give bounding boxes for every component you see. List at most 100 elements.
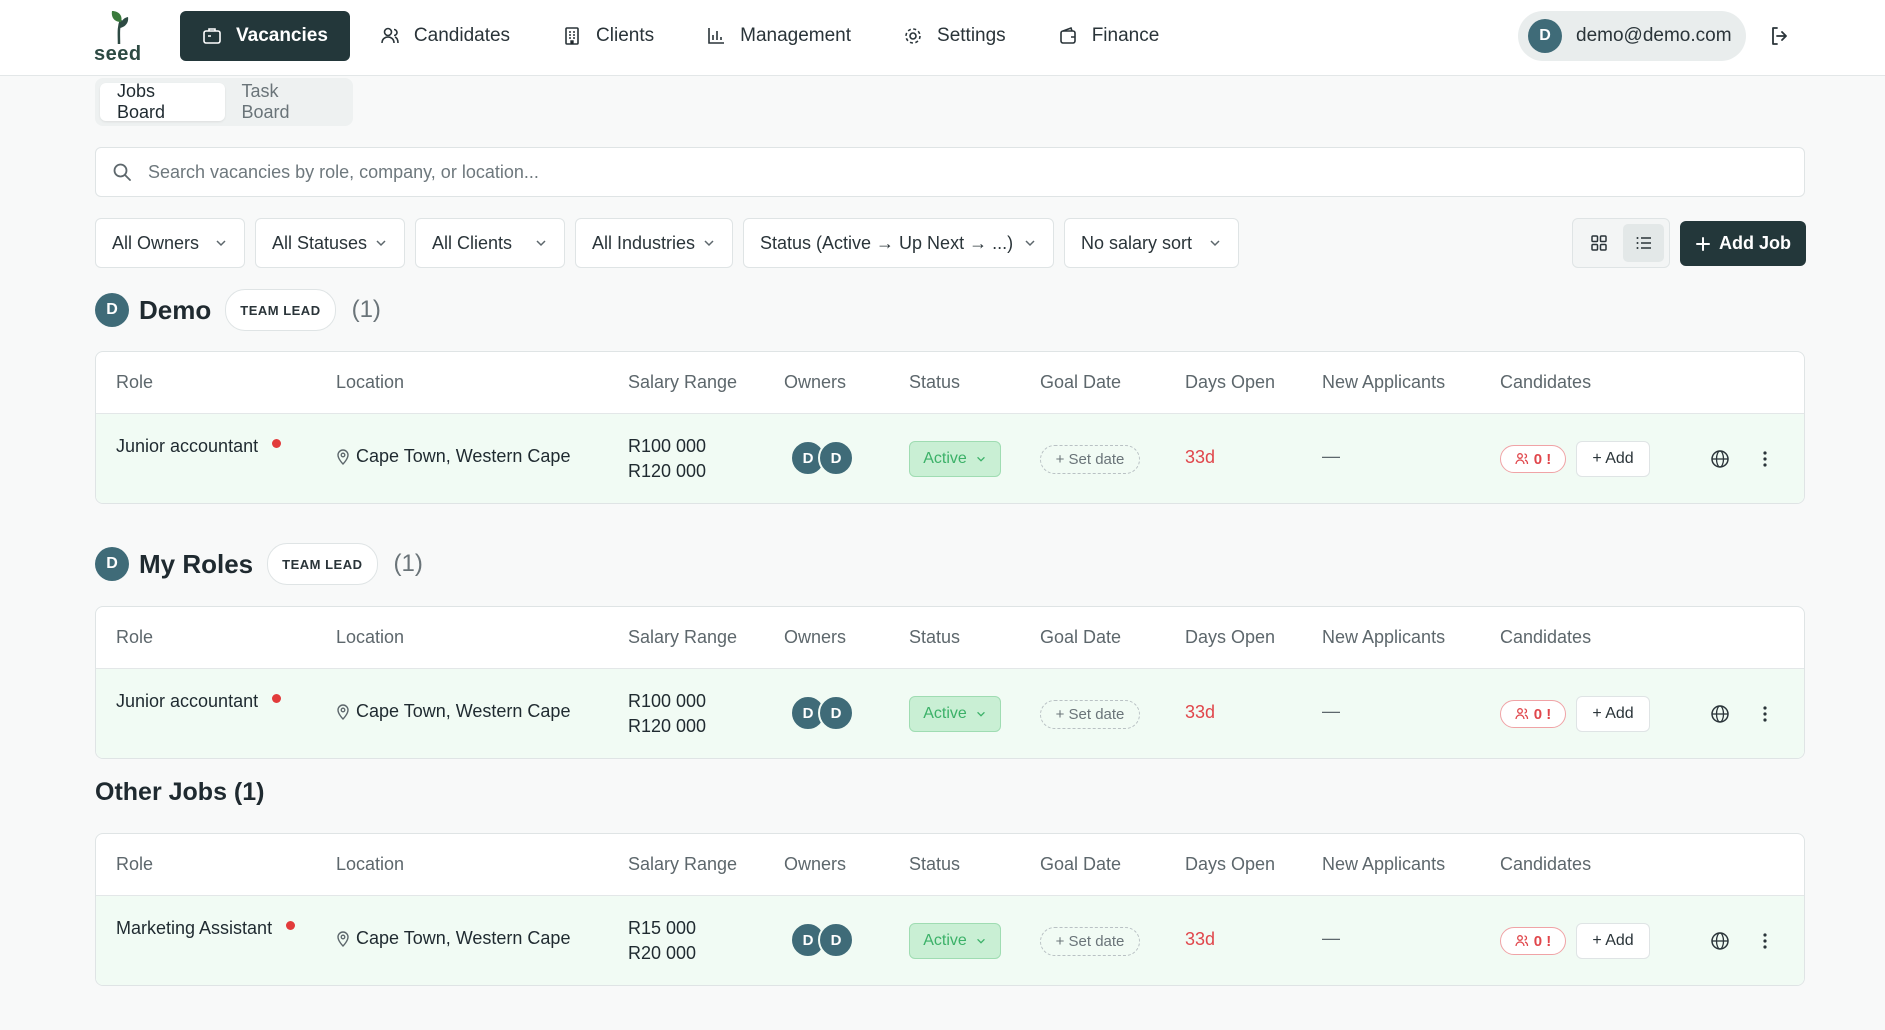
set-date-button[interactable]: + Set date — [1040, 700, 1140, 729]
priority-dot — [286, 921, 296, 930]
location-cell: Cape Town, Western Cape — [336, 446, 570, 467]
user-email: demo@demo.com — [1576, 25, 1732, 46]
col-salary-range: Salary Range — [628, 627, 738, 647]
nav-vacancies-label: Vacancies — [236, 25, 328, 46]
search-bar — [95, 147, 1805, 197]
industries-filter[interactable]: All Industries — [575, 218, 733, 268]
new-applicants: — — [1322, 928, 1340, 948]
chevron-down-icon — [1025, 240, 1035, 247]
nav-clients[interactable]: Clients — [540, 11, 676, 61]
col-owners: Owners — [784, 372, 847, 392]
owners-cell[interactable]: D D — [790, 695, 854, 731]
seed-logo[interactable]: seed — [94, 10, 144, 65]
nav-finance[interactable]: Finance — [1036, 11, 1182, 61]
tab-task-board[interactable]: Task Board — [241, 81, 290, 122]
map-pin-icon — [337, 448, 349, 465]
add-candidate-button[interactable]: + Add — [1576, 441, 1650, 477]
globe-icon[interactable] — [1710, 704, 1730, 724]
nav-management-label: Management — [740, 25, 852, 46]
owner-avatar[interactable]: D — [818, 440, 854, 476]
section-header-my-roles: D My Roles TEAM LEAD (1) — [95, 543, 423, 585]
priority-dot — [272, 694, 282, 703]
owners-cell[interactable]: D D — [790, 440, 854, 476]
candidates-count-badge[interactable]: 0 ! — [1500, 927, 1566, 955]
role-cell[interactable]: Junior accountant — [116, 691, 282, 712]
list-view-button[interactable] — [1623, 224, 1664, 262]
status-dropdown[interactable]: Active — [909, 441, 1001, 477]
table-header: Role Location Salary Range Owners Status… — [96, 352, 1804, 414]
grid-icon — [1590, 235, 1607, 251]
nav-vacancies[interactable]: Vacancies — [180, 11, 350, 61]
nav-management[interactable]: Management — [684, 11, 873, 61]
list-icon — [1636, 237, 1651, 249]
nav-candidates-label: Candidates — [413, 25, 511, 46]
table-row[interactable]: Junior accountant Cape Town, Western Cap… — [96, 669, 1804, 758]
col-status: Status — [909, 854, 961, 874]
set-date-button[interactable]: + Set date — [1040, 445, 1140, 474]
table-row[interactable]: Junior accountant Cape Town, Western Cap… — [96, 414, 1804, 503]
section-title: Demo — [139, 294, 212, 325]
top-navigation-bar: seed Vacancies Candidates Clients Manage… — [0, 0, 1885, 76]
more-options-icon[interactable] — [1755, 931, 1775, 951]
candidates-count: 0 ! — [1533, 932, 1552, 950]
col-owners: Owners — [784, 627, 847, 647]
col-status: Status — [909, 372, 961, 392]
salary-cell: R100 000 R120 000 — [628, 434, 706, 484]
statuses-filter[interactable]: All Statuses — [255, 218, 405, 268]
table-header: Role Location Salary Range Owners Status… — [96, 607, 1804, 669]
status-sort-filter[interactable]: Status (Active → Up Next → ...) — [743, 218, 1054, 268]
more-options-icon[interactable] — [1755, 704, 1775, 724]
status-dropdown[interactable]: Active — [909, 696, 1001, 732]
users-icon — [381, 27, 399, 44]
salary-sort-label: No salary sort — [1081, 232, 1193, 253]
col-location: Location — [336, 627, 405, 647]
nav-candidates[interactable]: Candidates — [358, 11, 532, 61]
clients-filter[interactable]: All Clients — [415, 218, 565, 268]
days-open: 33d — [1185, 929, 1216, 949]
owner-avatar[interactable]: D — [818, 922, 854, 958]
globe-icon[interactable] — [1710, 931, 1730, 951]
col-candidates: Candidates — [1500, 854, 1592, 874]
col-new-applicants: New Applicants — [1322, 854, 1446, 874]
main-nav: Vacancies Candidates Clients Management … — [180, 11, 1181, 61]
nav-clients-label: Clients — [596, 25, 655, 46]
grid-view-button[interactable] — [1578, 224, 1619, 262]
set-date-button[interactable]: + Set date — [1040, 927, 1140, 956]
section-header-demo: D Demo TEAM LEAD (1) — [95, 289, 381, 331]
col-days-open: Days Open — [1185, 372, 1276, 392]
users-icon — [1515, 453, 1528, 465]
user-menu[interactable]: D demo@demo.com — [1518, 11, 1746, 61]
candidates-count-badge[interactable]: 0 ! — [1500, 700, 1566, 728]
table-row[interactable]: Marketing Assistant Cape Town, Western C… — [96, 896, 1804, 985]
wallet-icon — [1059, 26, 1076, 44]
nav-settings[interactable]: Settings — [881, 11, 1028, 61]
chevron-down-icon — [976, 456, 985, 462]
tab-jobs-board[interactable]: Jobs Board — [100, 81, 225, 122]
industries-filter-label: All Industries — [592, 232, 696, 253]
add-candidate-button[interactable]: + Add — [1576, 696, 1650, 732]
globe-icon[interactable] — [1710, 449, 1730, 469]
search-input[interactable] — [146, 160, 1750, 184]
owners-filter[interactable]: All Owners — [95, 218, 245, 268]
status-dropdown[interactable]: Active — [909, 923, 1001, 959]
candidates-count-badge[interactable]: 0 ! — [1500, 445, 1566, 473]
owner-avatar[interactable]: D — [818, 695, 854, 731]
statuses-filter-label: All Statuses — [272, 232, 368, 253]
add-job-button[interactable]: Add Job — [1680, 221, 1806, 266]
col-owners: Owners — [784, 854, 847, 874]
col-goal-date: Goal Date — [1040, 627, 1122, 647]
owners-cell[interactable]: D D — [790, 922, 854, 958]
status-label: Active — [923, 450, 967, 467]
add-candidate-button[interactable]: + Add — [1576, 923, 1650, 959]
days-open: 33d — [1185, 702, 1216, 722]
more-options-icon[interactable] — [1755, 449, 1775, 469]
section-count: (1) — [351, 296, 381, 323]
col-status: Status — [909, 627, 961, 647]
role-cell[interactable]: Junior accountant — [116, 436, 282, 457]
salary-sort-filter[interactable]: No salary sort — [1064, 218, 1239, 268]
col-role: Role — [116, 854, 154, 874]
logout-icon[interactable] — [1768, 24, 1792, 48]
col-new-applicants: New Applicants — [1322, 627, 1446, 647]
col-location: Location — [336, 372, 405, 392]
role-cell[interactable]: Marketing Assistant — [116, 918, 296, 939]
